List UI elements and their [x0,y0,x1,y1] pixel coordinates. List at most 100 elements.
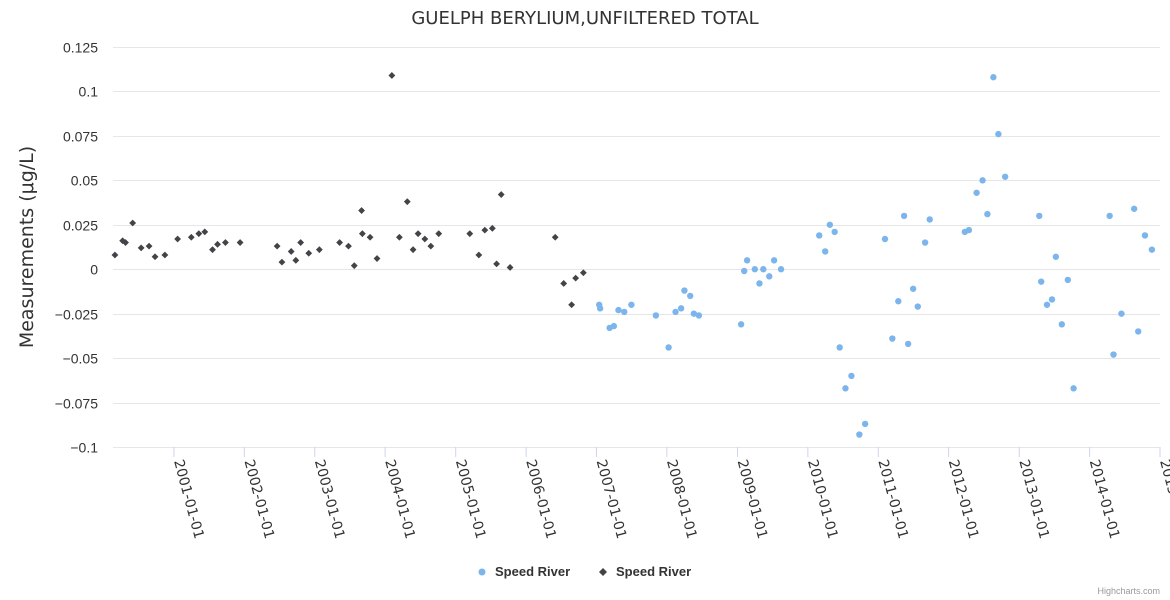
data-point[interactable] [201,228,209,236]
data-point[interactable] [1036,212,1043,220]
data-point[interactable] [236,239,244,246]
data-point[interactable] [690,310,698,317]
data-point[interactable] [770,257,778,264]
data-point[interactable] [856,431,863,438]
data-point[interactable] [615,306,622,314]
data-point[interactable] [836,344,843,351]
data-point[interactable] [119,237,127,245]
data-point[interactable] [756,280,763,287]
data-point[interactable] [895,298,902,305]
legend-item-series-2[interactable]: Speed River [599,564,691,579]
data-point[interactable] [760,266,767,273]
data-point[interactable] [909,285,917,292]
data-point[interactable] [1064,276,1072,284]
data-point[interactable] [273,242,281,250]
data-point[interactable] [979,177,986,184]
data-point[interactable] [628,301,635,308]
data-point[interactable] [421,235,429,243]
data-point[interactable] [111,251,119,259]
data-point[interactable] [222,239,229,246]
data-point[interactable] [1038,278,1045,285]
data-point[interactable] [137,244,145,252]
data-point[interactable] [336,239,344,246]
data-point[interactable] [187,233,195,241]
data-point[interactable] [414,230,422,238]
data-point[interactable] [475,251,483,259]
data-point[interactable] [695,312,703,319]
data-point[interactable] [506,264,514,271]
data-point[interactable] [466,230,474,238]
data-point[interactable] [493,260,500,268]
data-point[interactable] [403,198,411,206]
data-point[interactable] [292,256,300,264]
data-point[interactable] [151,253,159,261]
data-point[interactable] [741,267,748,275]
data-point[interactable] [1106,212,1113,220]
data-point[interactable] [766,273,773,280]
data-point[interactable] [1135,328,1142,335]
data-point[interactable] [145,242,153,250]
data-point[interactable] [904,340,912,348]
data-point[interactable] [373,255,381,262]
data-point[interactable] [990,74,997,81]
data-point[interactable] [388,72,396,79]
data-point[interactable] [358,207,365,214]
data-point[interactable] [1118,310,1125,317]
data-point[interactable] [777,266,785,273]
data-point[interactable] [427,242,435,250]
data-point[interactable] [861,420,869,428]
data-point[interactable] [1043,301,1051,308]
data-point[interactable] [297,239,305,246]
data-point[interactable] [1148,246,1156,253]
data-point[interactable] [350,262,358,270]
data-point[interactable] [287,248,295,255]
data-point[interactable] [610,322,618,330]
data-point[interactable] [965,226,973,234]
data-point[interactable] [315,246,323,254]
data-point[interactable] [551,233,559,241]
data-point[interactable] [973,189,980,196]
data-point[interactable] [743,257,751,264]
data-point[interactable] [305,249,313,257]
data-point[interactable] [122,239,129,246]
data-point[interactable] [435,230,443,238]
data-point[interactable] [161,251,169,259]
data-point[interactable] [1058,321,1066,328]
data-point[interactable] [195,230,203,238]
data-point[interactable] [358,230,366,238]
data-point[interactable] [652,312,660,319]
data-point[interactable] [672,308,679,316]
data-point[interactable] [737,321,745,328]
data-point[interactable] [921,239,929,246]
data-point[interactable] [1052,253,1060,260]
data-point[interactable] [848,372,855,380]
data-point[interactable] [665,344,672,351]
data-point[interactable] [687,292,694,300]
data-point[interactable] [681,287,688,294]
data-point[interactable] [560,280,568,287]
data-point[interactable] [278,258,286,266]
data-point[interactable] [497,191,505,198]
data-point[interactable] [345,242,352,250]
data-point[interactable] [488,224,496,232]
data-point[interactable] [677,305,685,312]
data-point[interactable] [984,210,991,218]
data-point[interactable] [579,269,587,277]
data-point[interactable] [1070,385,1077,392]
data-point[interactable] [621,308,628,316]
data-point[interactable] [209,246,216,254]
data-point[interactable] [831,228,838,236]
data-point[interactable] [409,246,417,254]
data-point[interactable] [826,221,834,228]
data-point[interactable] [568,301,576,309]
data-point[interactable] [926,216,933,223]
data-point[interactable] [214,240,221,248]
data-point[interactable] [842,385,849,392]
data-point[interactable] [822,248,829,255]
data-point[interactable] [1141,232,1149,239]
data-point[interactable] [1130,205,1138,212]
data-point[interactable] [816,232,823,239]
data-point[interactable] [129,219,137,227]
data-point[interactable] [900,212,908,220]
data-point[interactable] [1048,296,1056,303]
